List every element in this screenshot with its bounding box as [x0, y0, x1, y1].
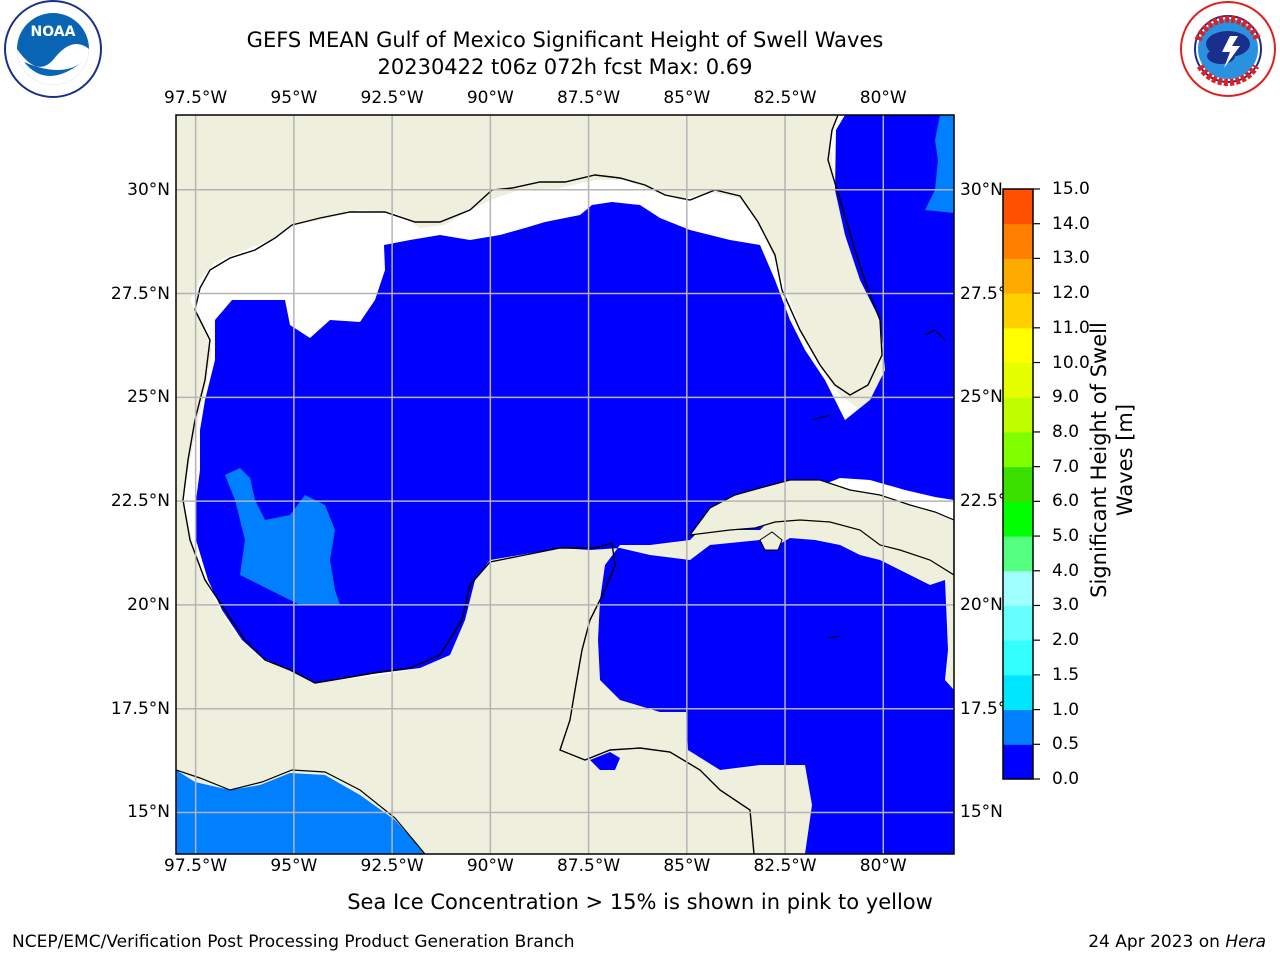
latitude-label-left: 15°N — [127, 802, 170, 823]
longitude-label-top: 95°W — [270, 88, 318, 108]
swell-0-05-band-south — [590, 752, 620, 770]
noaa-logo-text: NOAA — [31, 24, 76, 40]
graticule — [176, 115, 954, 854]
colorbar-label-line1: Significant Height of Swell — [1087, 322, 1111, 598]
colorbar-segment — [1003, 327, 1033, 364]
colorbar-tick-label: 7.0 — [1052, 456, 1080, 477]
cuba-land — [688, 479, 954, 576]
colorbar-segment — [1003, 466, 1033, 502]
latitude-label-left: 17.5°N — [110, 698, 170, 719]
colorbar-tick-label: 10.0 — [1052, 352, 1090, 373]
colorbar-tick-label: 11.0 — [1052, 317, 1090, 338]
longitude-label-bottom: 80°W — [859, 856, 907, 876]
colorbar-segment — [1003, 570, 1033, 606]
longitude-label-top: 90°W — [466, 88, 514, 108]
nws-logo — [1180, 1, 1276, 97]
colorbar-tick-label: 0.5 — [1052, 734, 1080, 755]
isle-of-youth — [759, 531, 783, 551]
longitude-label-top: 87.5°W — [556, 88, 621, 108]
colorbar-segment — [1003, 258, 1033, 294]
longitude-label-bottom: 92.5°W — [360, 856, 424, 876]
colorbar-segment — [1003, 362, 1033, 398]
colorbar-tick-label: 3.0 — [1052, 595, 1080, 616]
colorbar-tick-label: 9.0 — [1052, 387, 1080, 408]
longitude-label-top: 85°W — [663, 88, 711, 108]
footer-date-text: 24 Apr 2023 on — [1088, 932, 1226, 952]
latitude-label-right: 30°N — [960, 179, 1003, 200]
colorbar-segment — [1003, 605, 1033, 641]
sea-ice-note: Sea Ice Concentration > 15% is shown in … — [347, 890, 933, 914]
longitude-label-bottom: 87.5°W — [556, 856, 621, 876]
colorbar-segment — [1003, 744, 1033, 780]
colorbar-tick-label: 1.0 — [1052, 699, 1080, 720]
colorbar-tick-label: 2.0 — [1052, 630, 1080, 651]
colorbar-segment — [1003, 223, 1033, 259]
swell-05-10-band-atlantic — [925, 115, 954, 213]
colorbar-tick-label: 14.0 — [1052, 213, 1090, 234]
footer-date: 24 Apr 2023 on Hera — [1088, 932, 1266, 952]
longitude-label-bottom: 97.5°W — [164, 856, 228, 876]
map-frame — [175, 114, 955, 855]
longitude-label-bottom: 82.5°W — [753, 856, 817, 876]
colorbar-segment — [1003, 431, 1033, 468]
colorbar — [1002, 188, 1040, 780]
colorbar-tick-label: 12.0 — [1052, 283, 1090, 304]
longitude-label-bottom: 95°W — [270, 856, 318, 876]
latitude-label-left: 30°N — [127, 179, 170, 200]
longitude-label-top: 80°W — [859, 88, 907, 108]
swell-05-10-band-campeche — [225, 468, 340, 605]
bahamas-coastline — [811, 329, 946, 639]
colorbar-label-line2: Waves [m] — [1113, 403, 1137, 517]
longitude-label-top: 92.5°W — [360, 88, 424, 108]
colorbar-segment — [1003, 501, 1033, 537]
longitude-label-bottom: 90°W — [466, 856, 514, 876]
latitude-label-left: 20°N — [127, 594, 170, 615]
map-subtitle: 20230422 t06z 072h fcst Max: 0.69 — [377, 55, 753, 79]
swell-0-05-band — [196, 115, 954, 854]
colorbar-tick-label: 1.5 — [1052, 664, 1080, 685]
longitude-label-bottom: 85°W — [663, 856, 711, 876]
colorbar-label: Significant Height of Swell Waves [m] — [1086, 280, 1138, 640]
colorbar-tick-label: 5.0 — [1052, 526, 1080, 547]
colorbar-segment — [1003, 397, 1033, 433]
footer-host: Hera — [1225, 932, 1266, 952]
colorbar-tick-label: 8.0 — [1052, 421, 1080, 442]
longitude-label-top: 82.5°W — [753, 88, 817, 108]
colorbar-segment — [1003, 536, 1033, 572]
colorbar-tick-label: 4.0 — [1052, 560, 1080, 581]
central-america-coastline — [176, 769, 426, 854]
colorbar-segment — [1003, 293, 1033, 329]
latitude-label-right: 25°N — [960, 387, 1003, 408]
latitude-label-left: 25°N — [127, 387, 170, 408]
noaa-logo: NOAA — [4, 0, 102, 98]
longitude-label-top: 97.5°W — [164, 88, 228, 108]
colorbar-tick-label: 6.0 — [1052, 491, 1080, 512]
colorbar-segment — [1003, 709, 1033, 745]
footer-credit: NCEP/EMC/Verification Post Processing Pr… — [12, 932, 575, 952]
colorbar-tick-label: 0.0 — [1052, 769, 1080, 789]
latitude-label-right: 20°N — [960, 594, 1003, 615]
colorbar-segment — [1003, 640, 1033, 676]
map-title: GEFS MEAN Gulf of Mexico Significant Hei… — [246, 28, 884, 52]
colorbar-segment — [1003, 674, 1033, 711]
colorbar-segment — [1003, 189, 1033, 225]
latitude-label-right: 15°N — [960, 802, 1003, 823]
colorbar-tick-label: 13.0 — [1052, 248, 1090, 269]
latitude-label-left: 22.5°N — [110, 491, 170, 512]
latitude-label-left: 27.5°N — [110, 283, 170, 304]
colorbar-tick-label: 15.0 — [1052, 179, 1090, 199]
